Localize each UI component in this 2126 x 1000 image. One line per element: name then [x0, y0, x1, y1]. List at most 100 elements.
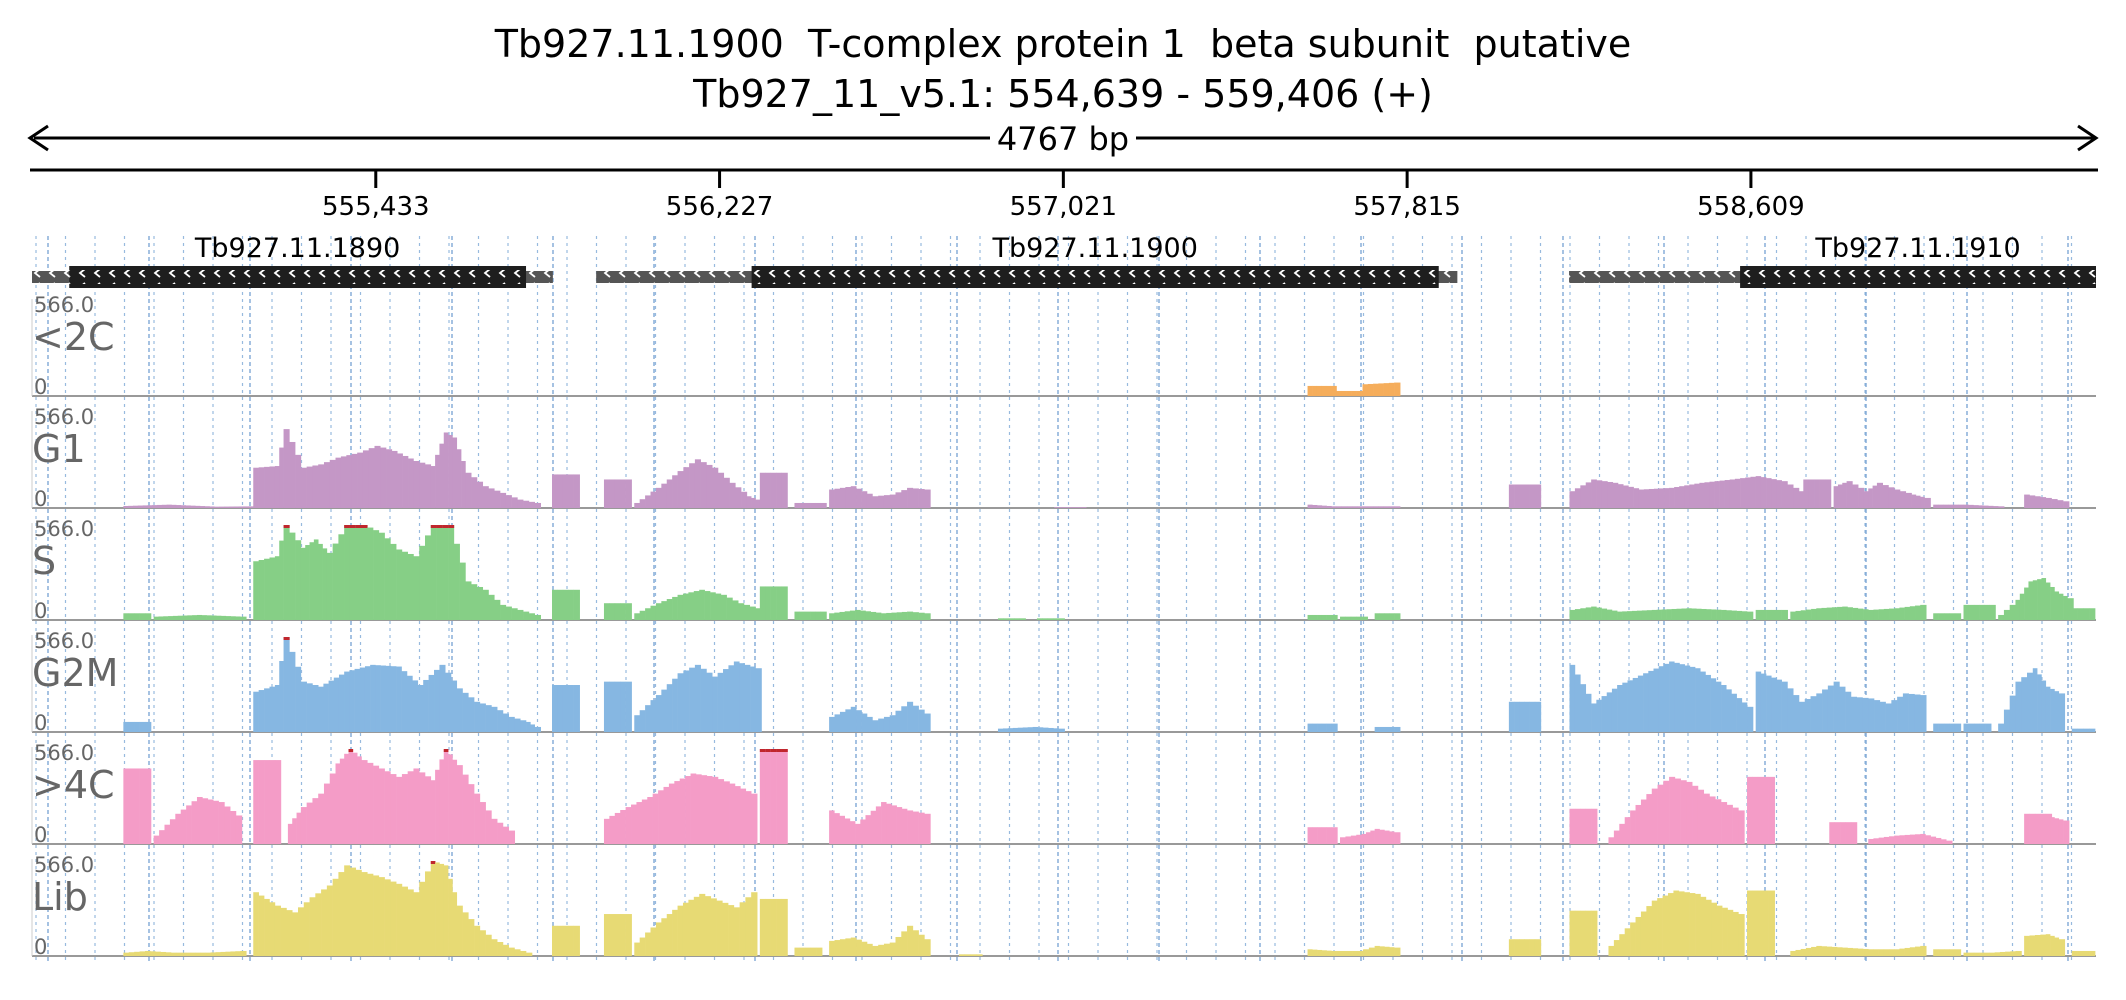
coverage-bar — [471, 584, 478, 620]
coverage-bar — [770, 586, 777, 620]
coverage-bar — [1973, 952, 1980, 956]
coverage-bar — [384, 879, 391, 956]
coverage-bar — [1943, 504, 1949, 508]
coverage-bar — [1876, 482, 1883, 508]
coverage-bar — [739, 663, 745, 732]
coverage-bar — [344, 525, 351, 620]
coverage-bar — [2032, 668, 2038, 732]
clip-marker — [436, 525, 443, 528]
coverage-bar — [661, 483, 668, 508]
ruler-tick-label: 557,021 — [1010, 192, 1118, 222]
coverage-bar — [872, 945, 879, 956]
coverage-bar — [1367, 506, 1374, 508]
coverage-bar — [1014, 618, 1020, 620]
coverage-bar — [1842, 482, 1847, 508]
coverage-bar — [690, 773, 697, 844]
coverage-bar — [1755, 476, 1762, 508]
coverage-bar — [312, 798, 319, 844]
coverage-bar — [190, 952, 197, 956]
coverage-bar — [352, 752, 358, 844]
coverage-bar — [699, 893, 706, 956]
coverage-bar — [645, 495, 651, 508]
track-yzero-label: 0 — [34, 935, 47, 959]
coverage-bar — [123, 768, 130, 844]
coverage-bar — [269, 466, 276, 508]
coverage-segment — [1933, 504, 2005, 508]
coverage-bar — [1920, 604, 1927, 620]
coverage-segment — [1790, 604, 1927, 620]
coverage-bar — [413, 461, 420, 508]
coverage-bar — [355, 869, 362, 956]
coverage-bar — [1954, 613, 1962, 620]
clip-marker — [430, 861, 436, 864]
coverage-bar — [689, 463, 696, 508]
coverage-bar — [661, 689, 668, 732]
coverage-bar — [1529, 939, 1536, 956]
coverage-segment — [123, 768, 152, 844]
coverage-bar — [1069, 507, 1076, 508]
coverage-bar — [755, 499, 762, 508]
coverage-bar — [799, 502, 806, 508]
coverage-bar — [650, 491, 657, 508]
coverage-bar — [1580, 684, 1587, 732]
coverage-bar — [1608, 945, 1615, 956]
coverage-bar — [620, 479, 626, 508]
coverage-bar — [1988, 505, 1994, 508]
coverage-bar — [1958, 504, 1964, 508]
coverage-bar — [1622, 611, 1628, 620]
coverage-bar — [462, 692, 469, 732]
coverage-bar — [672, 909, 678, 956]
coverage-bar — [1798, 701, 1806, 732]
coverage-bar — [1998, 723, 2005, 732]
coverage-bar — [1596, 699, 1602, 732]
coverage-bar — [849, 821, 856, 844]
coverage-segment — [794, 502, 827, 508]
coverage-segment — [829, 609, 931, 620]
coverage-bar — [258, 559, 265, 620]
coverage-bar — [1585, 693, 1592, 732]
coverage-bar — [170, 952, 177, 956]
coverage-bar — [453, 543, 460, 620]
coverage-bar — [886, 612, 892, 620]
coverage-bar — [776, 898, 782, 956]
coverage-bar — [1352, 506, 1358, 508]
coverage-bar — [1622, 682, 1628, 732]
coverage-segment — [1963, 950, 2022, 956]
coverage-bar — [1750, 476, 1756, 508]
coverage-bar — [881, 802, 887, 844]
coverage-segment — [2071, 728, 2096, 732]
coverage-bar — [1643, 489, 1650, 508]
clip-marker — [283, 525, 290, 528]
coverage-bar — [658, 790, 664, 844]
coverage-bar — [1787, 484, 1794, 508]
coverage-bar — [283, 429, 290, 508]
coverage-bar — [1394, 726, 1401, 732]
coverage-bar — [2083, 728, 2090, 732]
coverage-bar — [134, 951, 140, 956]
coverage-bar — [1331, 506, 1337, 508]
coverage-bar — [2071, 608, 2078, 620]
coverage-bar — [1953, 504, 1959, 508]
coverage-bar — [655, 695, 662, 732]
coverage-bar — [391, 450, 398, 508]
coverage-bar — [221, 615, 227, 620]
coverage-bar — [413, 556, 420, 620]
coverage-bar — [573, 589, 580, 620]
coverage-bar — [300, 807, 307, 844]
coverage-bar — [517, 499, 524, 508]
coverage-bar — [344, 753, 349, 844]
coverage-bar — [2058, 693, 2066, 732]
coverage-bar — [502, 944, 510, 956]
coverage-bar — [1795, 949, 1802, 956]
coverage-bar — [338, 872, 345, 956]
clip-marker — [781, 749, 788, 752]
coverage-segment — [829, 701, 931, 732]
coverage-bar — [829, 613, 835, 620]
coverage-bar — [2019, 593, 2025, 620]
coverage-bar — [1640, 911, 1647, 956]
coverage-bar — [2005, 951, 2011, 956]
coverage-bar — [534, 614, 541, 620]
coverage-bar — [1669, 661, 1675, 732]
coverage-bar — [1829, 822, 1835, 844]
